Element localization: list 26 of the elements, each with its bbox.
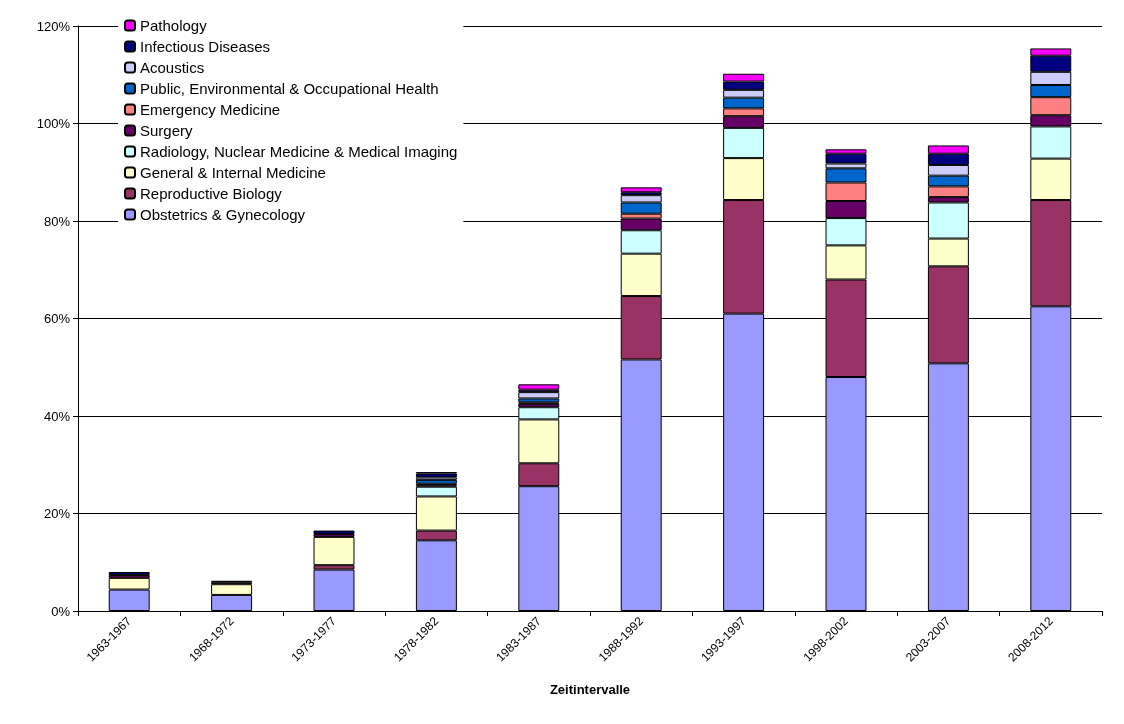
legend-label: Pathology [140,17,208,34]
legend-label: Obstetrics & Gynecology [140,206,306,223]
legend-label: Public, Environmental & Occupational Health [140,80,439,97]
bar [415,479,457,484]
y-tick-label: 120% [36,18,71,34]
legend-label: Emergency Medicine [140,101,281,118]
y-tick-label: 100% [36,116,71,131]
bar [518,392,560,399]
legend-label: Acoustics [140,59,205,76]
bar [518,384,560,390]
y-tick-label: 60% [43,311,71,326]
legend-label: Reproductive Biology [140,185,283,202]
bar [313,530,355,534]
legend-label: Surgery [140,122,194,139]
legend-label: Radiology, Nuclear Medicine & Medical Imaging [140,143,458,160]
bar [313,536,355,566]
legend-label: General & Internal Medicine [140,164,326,181]
bar [415,473,457,478]
x-axis-title: Zeitintervalle [549,682,631,697]
y-tick-label: 0% [51,603,71,619]
y-tick-label: 20% [43,506,71,521]
legend-label: Infectious Diseases [140,38,271,55]
y-tick-label: 80% [43,213,71,229]
bar [313,569,355,611]
y-tick-label: 40% [43,408,71,424]
bar [620,187,662,193]
